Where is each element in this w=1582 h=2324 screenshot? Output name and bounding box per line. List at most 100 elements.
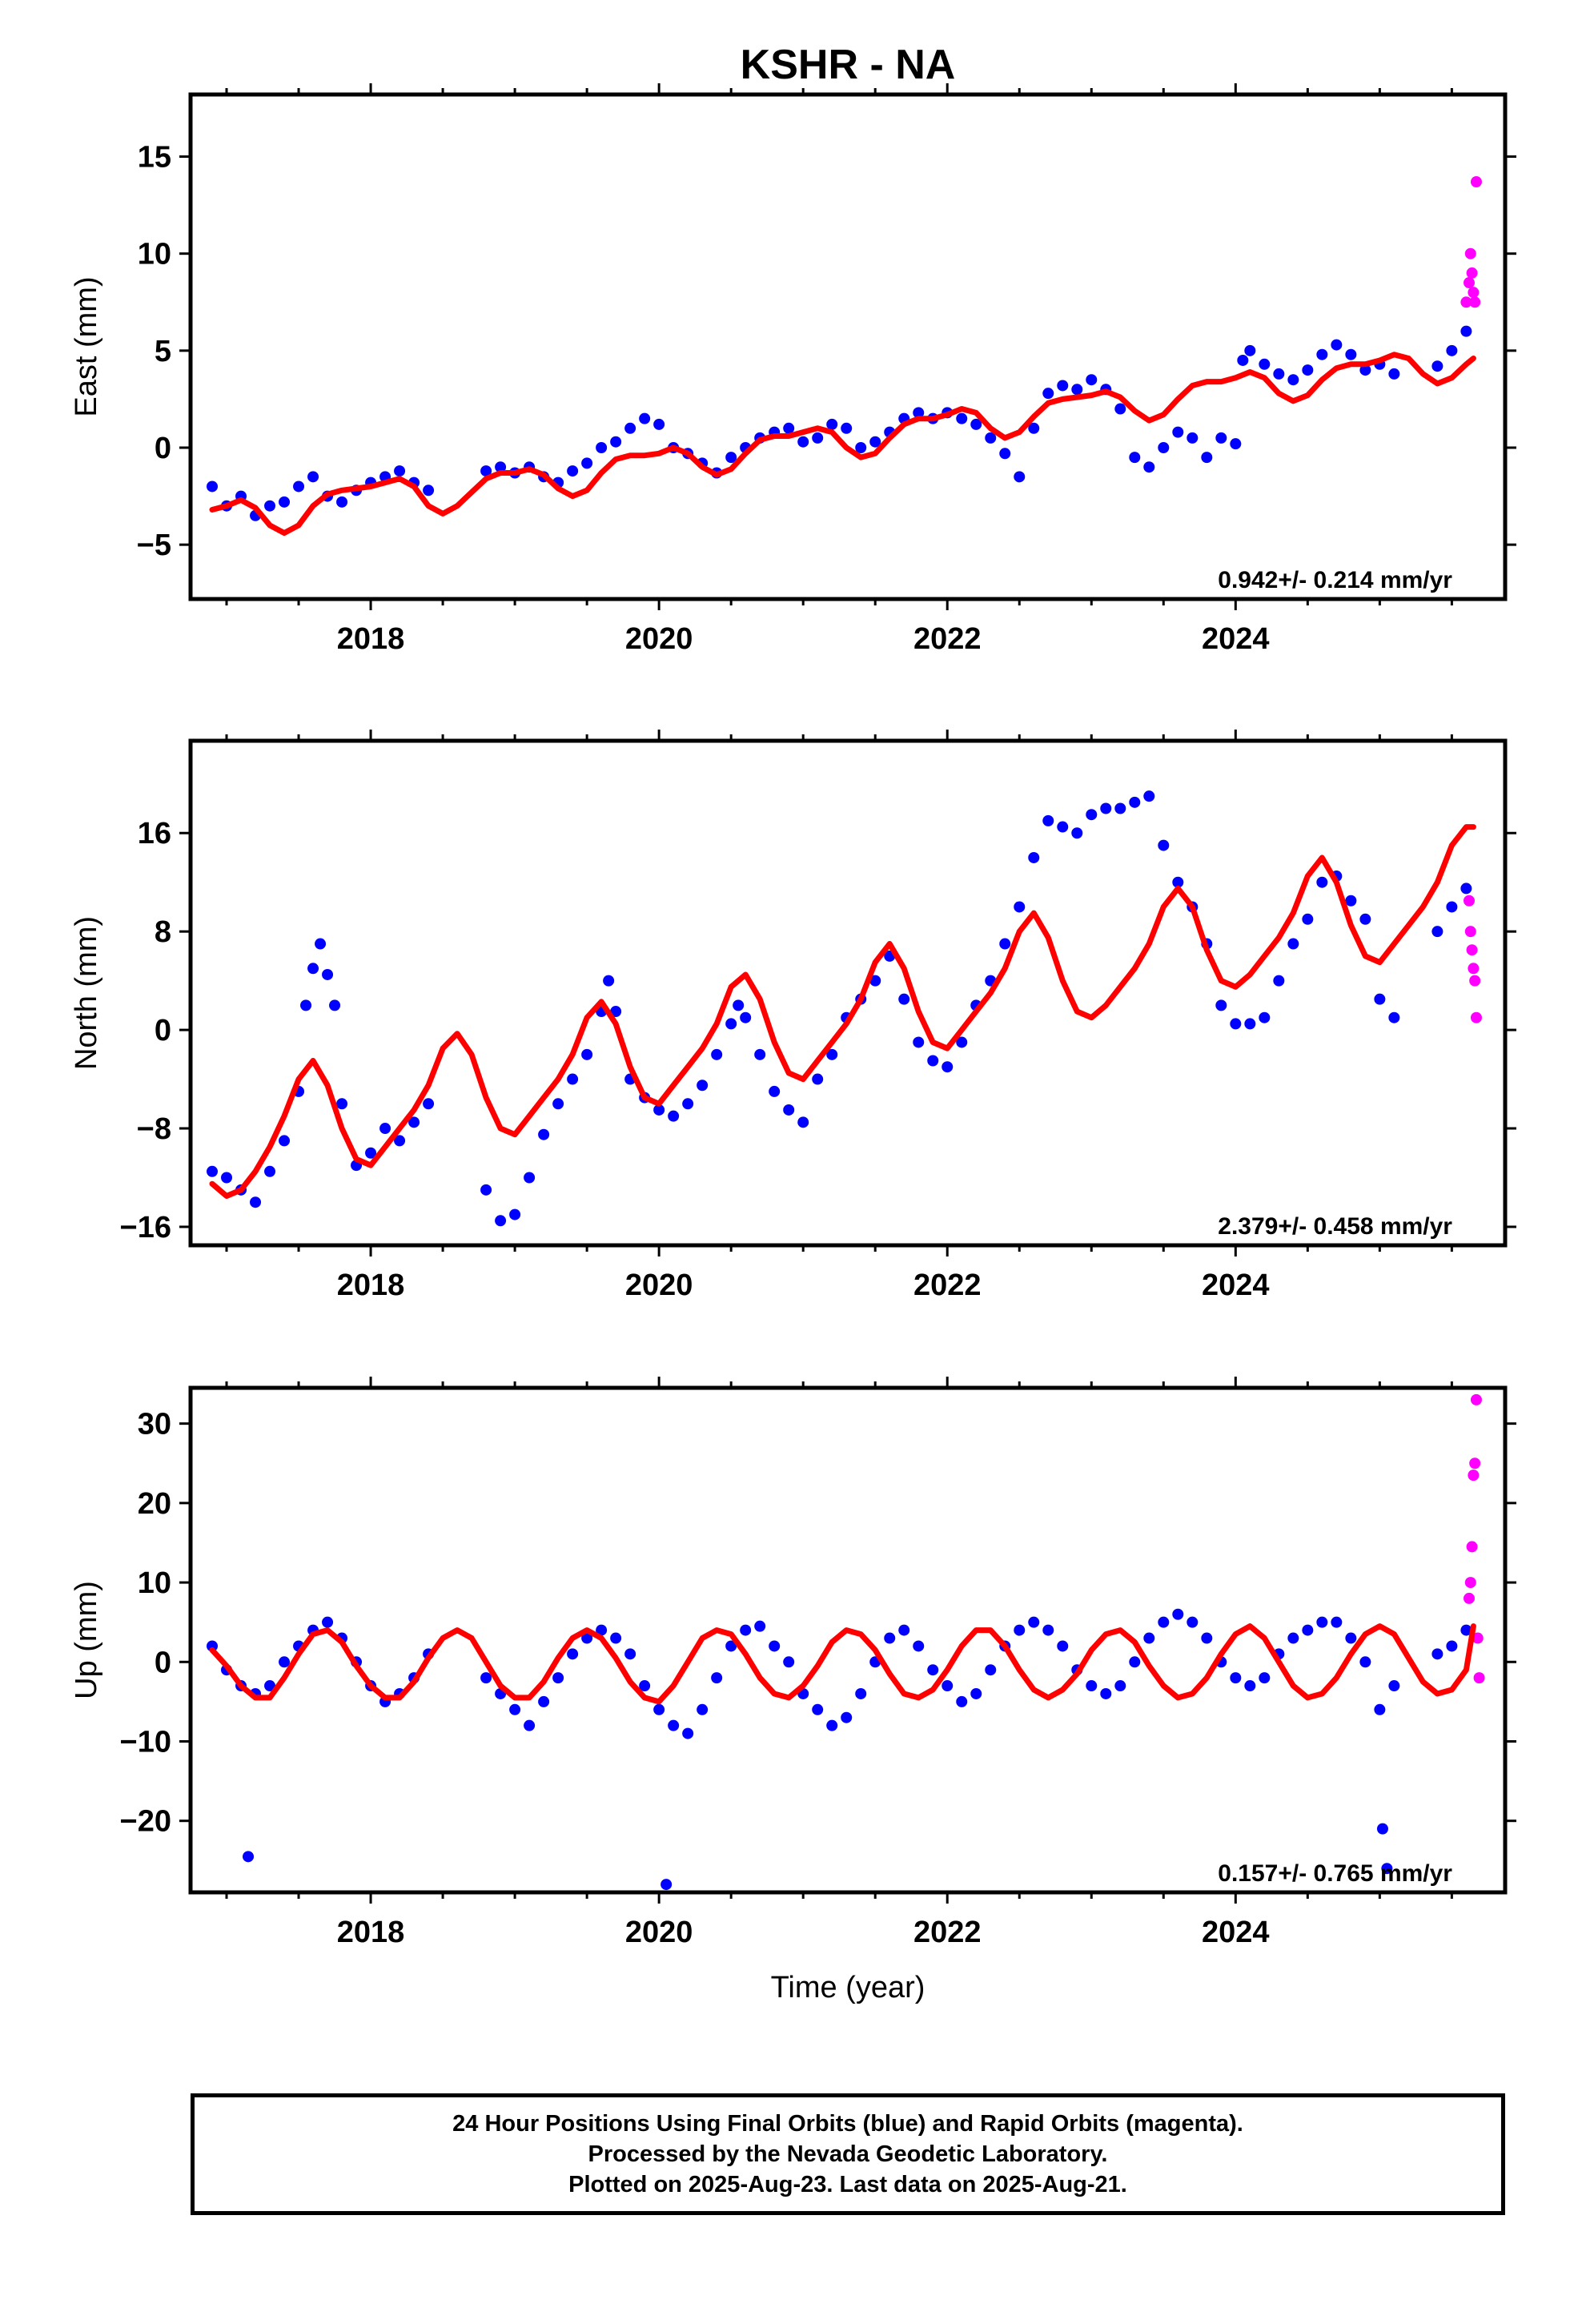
final-orbit-point [322, 968, 334, 980]
footer-line-1: 24 Hour Positions Using Final Orbits (bl… [452, 2111, 1243, 2137]
velocity-rate-label: 0.157+/- 0.765 mm/yr [1218, 1860, 1452, 1887]
final-orbit-point [1244, 1680, 1256, 1692]
final-orbit-point [754, 1048, 766, 1060]
x-tick-label: 2018 [337, 622, 405, 656]
x-tick-label: 2020 [625, 622, 693, 656]
x-tick-label: 2024 [1202, 622, 1270, 656]
final-orbit-point [999, 938, 1011, 950]
final-orbit-point [1316, 1616, 1328, 1628]
final-orbit-point [1388, 1011, 1400, 1023]
final-orbit-point [956, 412, 968, 424]
final-orbit-point [1014, 901, 1026, 913]
final-orbit-point [1273, 368, 1285, 380]
final-orbit-point [1259, 1672, 1271, 1684]
rapid-orbit-point [1466, 1541, 1478, 1553]
final-orbit-point [898, 993, 910, 1005]
footer-note: 24 Hour Positions Using Final Orbits (bl… [191, 2093, 1505, 2215]
final-orbit-point [279, 1135, 291, 1147]
final-orbit-point [1143, 790, 1155, 802]
final-orbit-point [1143, 461, 1155, 473]
final-orbit-point [1431, 360, 1443, 372]
plot-area [207, 1393, 1485, 1891]
final-orbit-point [956, 1695, 968, 1707]
final-orbit-point [999, 448, 1011, 460]
final-orbit-point [1028, 422, 1040, 434]
final-orbit-point [1100, 1687, 1112, 1699]
final-orbit-point [1237, 354, 1249, 366]
final-orbit-point [336, 1098, 348, 1110]
final-orbit-point [1460, 883, 1472, 895]
final-orbit-point [552, 1098, 564, 1110]
final-orbit-point [1201, 1632, 1213, 1644]
model-fit-line [209, 1623, 1476, 1705]
final-orbit-point [307, 471, 319, 483]
final-orbit-point [322, 1616, 334, 1628]
final-orbit-point [956, 1036, 968, 1048]
final-orbit-point [1057, 1640, 1069, 1652]
final-orbit-point [1381, 1863, 1393, 1875]
final-orbit-point [610, 1632, 622, 1644]
final-orbit-point [1446, 901, 1458, 913]
velocity-rate-label: 2.379+/- 0.458 mm/yr [1218, 1213, 1452, 1240]
y-tick-label: 0 [155, 432, 171, 465]
final-orbit-point [1230, 438, 1242, 450]
final-orbit-point [1287, 374, 1299, 386]
final-orbit-point [797, 436, 809, 448]
x-tick-label: 2022 [913, 1269, 982, 1302]
final-orbit-point [725, 452, 737, 464]
y-axis-label: North (mm) [70, 916, 103, 1070]
final-orbit-point [1273, 975, 1285, 987]
final-orbit-point [1143, 1632, 1155, 1644]
final-orbit-point [826, 418, 838, 430]
final-orbit-point [682, 1098, 694, 1110]
y-tick-label: 0 [155, 1014, 171, 1047]
final-orbit-point [1186, 432, 1199, 444]
rapid-orbit-point [1463, 1592, 1475, 1604]
final-orbit-point [697, 1703, 709, 1715]
plot-frame [188, 1385, 1508, 1895]
final-orbit-point [697, 1080, 709, 1092]
final-orbit-point [1460, 325, 1472, 337]
final-orbit-point [884, 1632, 896, 1644]
final-orbit-point [1259, 358, 1271, 370]
final-orbit-point [1388, 1680, 1400, 1692]
final-orbit-point [985, 1664, 997, 1676]
final-orbit-point [1114, 403, 1126, 415]
final-orbit-point [307, 963, 319, 975]
final-orbit-point [1201, 452, 1213, 464]
final-orbit-point [733, 999, 745, 1011]
rapid-orbit-point [1468, 287, 1480, 299]
final-orbit-point [329, 999, 341, 1011]
final-orbit-point [682, 1727, 694, 1739]
final-orbit-point [379, 1123, 391, 1135]
plot-area [207, 790, 1482, 1227]
x-tick-label: 2020 [625, 1916, 693, 1949]
final-orbit-point [552, 1672, 564, 1684]
final-orbit-point [365, 1147, 377, 1159]
final-orbit-point [740, 1011, 752, 1023]
final-orbit-point [1114, 1680, 1126, 1692]
final-orbit-point [725, 1640, 737, 1652]
final-orbit-point [495, 1215, 507, 1227]
final-orbit-point [1345, 1632, 1357, 1644]
final-orbit-point [1230, 1672, 1242, 1684]
final-orbit-point [1042, 1624, 1054, 1636]
final-orbit-point [653, 418, 665, 430]
final-orbit-point [524, 1719, 536, 1731]
final-orbit-point [1158, 1616, 1170, 1628]
final-orbit-point [913, 407, 925, 419]
y-tick-label: 5 [155, 335, 171, 368]
final-orbit-point [509, 1208, 521, 1220]
rapid-orbit-point [1469, 975, 1481, 987]
final-orbit-point [581, 1632, 593, 1644]
final-orbit-point [603, 975, 615, 987]
y-axis-label: East (mm) [70, 276, 103, 416]
final-orbit-point [336, 496, 348, 508]
final-orbit-point [250, 1196, 262, 1208]
final-orbit-point [783, 1656, 795, 1668]
final-orbit-point [1331, 1616, 1343, 1628]
y-tick-label: −10 [120, 1725, 171, 1759]
final-orbit-point [653, 1703, 665, 1715]
rapid-orbit-point [1466, 944, 1478, 956]
final-orbit-point [293, 480, 305, 493]
